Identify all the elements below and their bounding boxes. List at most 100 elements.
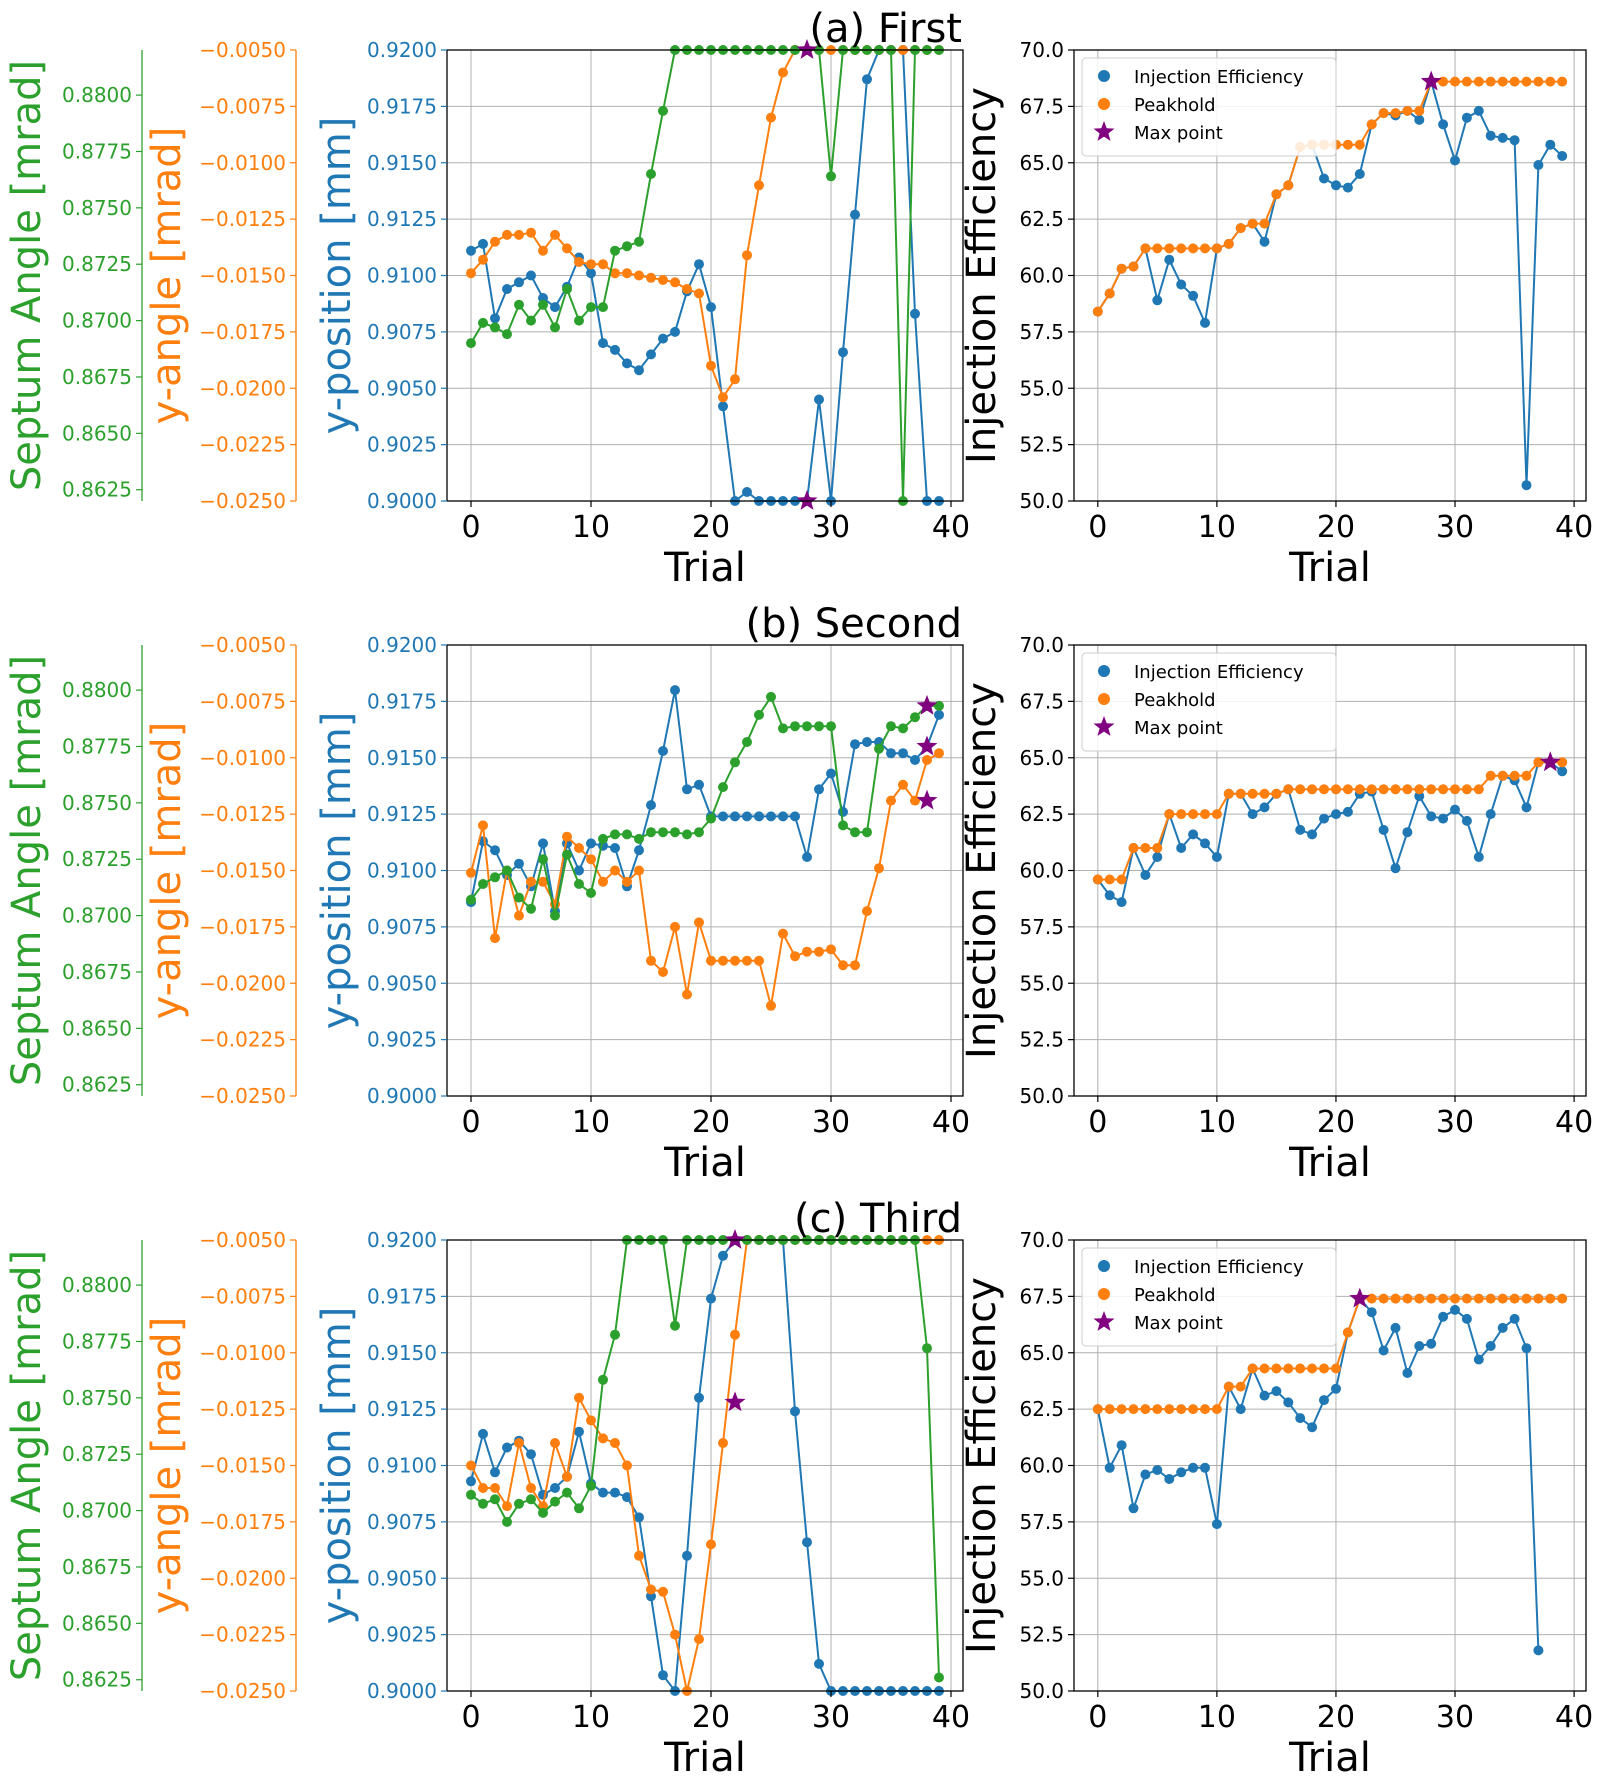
peakhold-point: [1247, 1363, 1258, 1374]
peakhold-point: [1200, 243, 1210, 254]
yangle-tick-label: −0.0175: [199, 915, 286, 939]
efficiency-point: [1390, 1322, 1401, 1333]
peakhold-point: [1545, 76, 1556, 87]
x-tick-label: 20: [692, 1700, 730, 1735]
ypos-point: [490, 313, 500, 324]
yangle-point: [682, 989, 692, 1000]
yangle-point: [802, 946, 812, 957]
peakhold-point: [1366, 784, 1377, 795]
yangle-tick-label: −0.0175: [199, 1510, 286, 1534]
efficiency-point: [1152, 852, 1163, 862]
septum-point: [682, 829, 692, 840]
septum-point: [934, 1672, 944, 1683]
ypos-axis-label: y-position [mm]: [314, 712, 360, 1030]
septum-series-line: [470, 694, 939, 916]
x-tick-label: 30: [1436, 510, 1474, 545]
peakhold-point: [1283, 180, 1294, 191]
yangle-tick-label: −0.0100: [199, 1341, 286, 1365]
yangle-tick-label: −0.0250: [199, 1679, 286, 1703]
septum-tick-label: 0.8725: [62, 847, 132, 871]
efficiency-point: [1152, 295, 1163, 306]
septum-tick-label: 0.8625: [62, 1073, 132, 1097]
peakhold-point: [1319, 784, 1329, 795]
ypos-tick-label: 0.9150: [367, 746, 437, 770]
septum-point: [634, 236, 644, 247]
ypos-tick-label: 0.9175: [367, 689, 437, 713]
ypos-tick-label: 0.9050: [367, 971, 437, 995]
yangle-tick-label: −0.0050: [199, 38, 286, 62]
efficiency-point: [1450, 804, 1460, 815]
efficiency-point: [1164, 254, 1175, 265]
efficiency-point: [1259, 1390, 1270, 1401]
yangle-point: [742, 250, 752, 261]
x-axis-label: Trial: [663, 1140, 746, 1186]
septum-point: [658, 827, 668, 838]
septum-point: [586, 1480, 596, 1491]
peakhold-point: [1557, 76, 1568, 87]
yangle-series-line: [470, 49, 939, 400]
septum-tick-label: 0.8625: [62, 478, 132, 502]
legend-label: Max point: [1134, 1313, 1223, 1334]
efficiency-point: [1533, 160, 1544, 170]
yangle-point: [610, 865, 620, 876]
yangle-point: [706, 955, 716, 966]
eff-tick-label: 50.0: [1019, 1084, 1064, 1108]
ypos-point: [718, 401, 728, 412]
yangle-point: [706, 360, 716, 371]
peakhold-point: [1271, 189, 1282, 200]
peakhold-point: [1259, 788, 1270, 799]
septum-point: [862, 827, 872, 838]
efficiency-point: [1140, 870, 1151, 880]
peakhold-point: [1331, 1363, 1341, 1374]
peakhold-point: [1521, 76, 1532, 87]
peakhold-point: [1414, 1293, 1425, 1304]
efficiency-point: [1188, 1462, 1199, 1473]
ypos-point: [706, 1293, 716, 1304]
yangle-point: [598, 876, 608, 887]
eff-tick-label: 57.5: [1019, 1510, 1064, 1534]
septum-point: [850, 827, 860, 838]
peakhold-point: [1176, 809, 1187, 820]
peakhold-point: [1533, 757, 1544, 768]
ypos-tick-label: 0.9175: [367, 94, 437, 118]
ypos-point: [790, 1406, 800, 1417]
efficiency-point: [1176, 279, 1187, 290]
x-tick-label: 0: [461, 1105, 480, 1140]
peakhold-point: [1259, 1363, 1270, 1374]
yangle-point: [658, 1586, 668, 1597]
max-point-star: [1539, 751, 1561, 772]
peakhold-point: [1438, 784, 1449, 795]
yangle-tick-label: −0.0225: [199, 1623, 286, 1647]
peakhold-point: [1128, 843, 1139, 853]
ypos-tick-label: 0.9025: [367, 1623, 437, 1647]
yangle-tick-label: −0.0250: [199, 489, 286, 513]
yangle-point: [694, 917, 704, 928]
ypos-point: [670, 326, 680, 337]
yangle-point: [490, 236, 500, 247]
septum-point: [574, 315, 584, 326]
ypos-series-line: [470, 49, 939, 503]
eff-tick-label: 70.0: [1019, 1228, 1064, 1252]
ypos-point: [634, 365, 644, 376]
eff-tick-label: 65.0: [1019, 746, 1064, 770]
septum-point: [478, 317, 488, 328]
septum-tick-label: 0.8800: [62, 1273, 132, 1297]
septum-tick-label: 0.8775: [62, 734, 132, 758]
peakhold-point: [1140, 843, 1151, 853]
peakhold-point: [1485, 770, 1496, 781]
ypos-point: [478, 238, 488, 249]
x-tick-label: 0: [1088, 1700, 1107, 1735]
max-point-star: [916, 789, 938, 810]
efficiency-point: [1485, 130, 1496, 141]
ypos-point: [658, 746, 668, 756]
yangle-point: [850, 960, 860, 971]
peakhold-point: [1319, 1363, 1329, 1374]
efficiency-point: [1557, 151, 1568, 161]
x-tick-label: 30: [1436, 1700, 1474, 1735]
efficiency-point: [1402, 827, 1413, 838]
septum-tick-label: 0.8650: [62, 1016, 132, 1040]
yangle-point: [778, 928, 788, 939]
efficiency-point: [1450, 155, 1460, 166]
ypos-tick-label: 0.9100: [367, 1454, 437, 1478]
ypos-point: [670, 685, 680, 696]
